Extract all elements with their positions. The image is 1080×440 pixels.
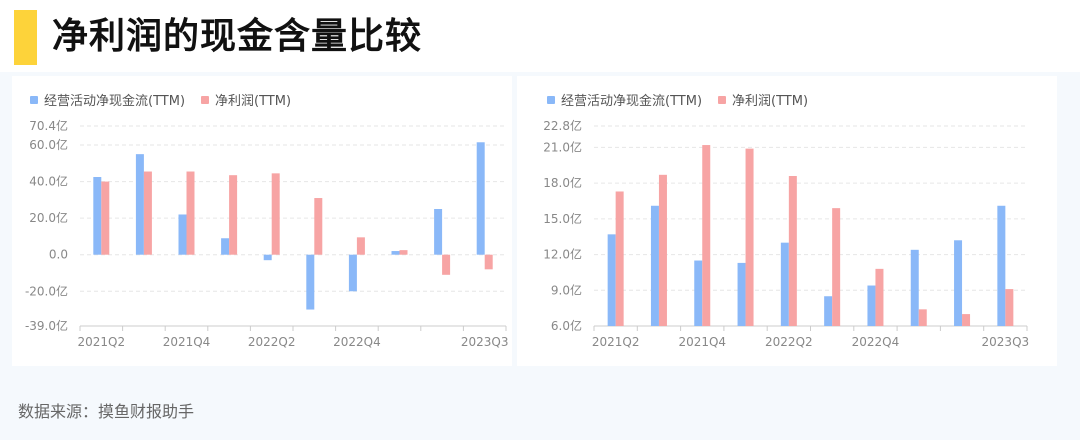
bar-cash-flow[interactable] — [263, 254, 272, 261]
bar-cash-flow[interactable] — [391, 251, 400, 255]
x-tick-label: 2021Q4 — [163, 335, 211, 349]
bar-net-profit[interactable] — [314, 198, 323, 255]
chart-panel-left: 经营活动净现金流(TTM) 净利润(TTM) 70.4亿 60.0亿 40.0亿 20… — [12, 76, 512, 366]
y-tick-label: 0.0 — [49, 248, 68, 262]
page-title: 净利润的现金含量比较 — [52, 16, 423, 57]
x-tick-label: 2022Q4 — [852, 335, 900, 349]
bar-cash-flow[interactable] — [867, 285, 876, 326]
y-tick-label: 22.8亿 — [543, 118, 582, 133]
y-tick-label: -39.0亿 — [25, 318, 68, 333]
bar-net-profit[interactable] — [442, 254, 451, 275]
legend-item-cash[interactable]: 经营活动净现金流(TTM) — [30, 90, 185, 109]
bar-net-profit[interactable] — [832, 208, 841, 326]
x-tick-label: 2022Q4 — [333, 335, 381, 349]
y-tick-label: -20.0亿 — [25, 283, 68, 298]
bar-cash-flow[interactable] — [650, 205, 659, 326]
chart-panel-right: 经营活动净现金流(TTM) 净利润(TTM) 22.8亿 21.0亿 18.0亿 15… — [517, 76, 1057, 366]
bar-cash-flow[interactable] — [780, 242, 789, 326]
bar-cash-flow[interactable] — [737, 262, 746, 326]
bar-net-profit[interactable] — [918, 309, 927, 326]
y-tick-label: 60.0亿 — [29, 137, 68, 152]
bar-cash-flow[interactable] — [178, 214, 187, 255]
legend-label-profit: 净利润(TTM) — [732, 94, 809, 109]
x-tick-label: 2023Q3 — [461, 335, 509, 349]
accent-bar — [14, 10, 37, 65]
bar-cash-flow[interactable] — [93, 177, 102, 255]
legend-label-profit: 净利润(TTM) — [215, 94, 292, 109]
bar-net-profit[interactable] — [484, 254, 493, 270]
bar-net-profit[interactable] — [356, 237, 365, 255]
legend: 经营活动净现金流(TTM) 净利润(TTM) — [30, 90, 307, 109]
x-tick-label: 2022Q2 — [248, 335, 296, 349]
bar-cash-flow[interactable] — [824, 296, 833, 326]
bar-net-profit[interactable] — [658, 174, 667, 326]
legend-swatch-cash — [30, 95, 38, 104]
y-tick-label: 12.0亿 — [543, 247, 582, 262]
y-tick-label: 18.0亿 — [543, 175, 582, 190]
bar-net-profit[interactable] — [745, 148, 754, 326]
bar-net-profit[interactable] — [271, 173, 280, 255]
bar-chart-right: 22.8亿 21.0亿 18.0亿 15.0亿 12.0亿 9.0亿 6.0亿 2021Q2 2… — [543, 118, 1030, 349]
y-tick-label: 20.0亿 — [29, 210, 68, 225]
bar-net-profit[interactable] — [615, 191, 624, 326]
legend-swatch-profit — [201, 95, 210, 104]
bar-cash-flow[interactable] — [476, 142, 485, 255]
y-tick-label: 70.4亿 — [29, 118, 68, 133]
legend-swatch-profit — [718, 95, 727, 104]
y-tick-label: 15.0亿 — [543, 211, 582, 226]
source-note: 数据来源：摸鱼财报助手 — [18, 402, 195, 421]
bar-cash-flow[interactable] — [348, 254, 357, 292]
bar-net-profit[interactable] — [186, 171, 195, 255]
bar-chart-left: 70.4亿 60.0亿 40.0亿 20.0亿 0.0 -20.0亿 -39.0亿 2021Q… — [25, 118, 509, 349]
x-tick-label: 2023Q3 — [982, 335, 1030, 349]
bar-net-profit[interactable] — [962, 314, 971, 326]
bar-cash-flow[interactable] — [306, 254, 315, 310]
x-tick-label: 2021Q4 — [678, 335, 726, 349]
legend-item-profit[interactable]: 净利润(TTM) — [201, 90, 291, 109]
x-tick-label: 2022Q2 — [765, 335, 813, 349]
bar-net-profit[interactable] — [702, 145, 711, 326]
x-tick-label: 2021Q2 — [77, 335, 125, 349]
bar-cash-flow[interactable] — [694, 260, 703, 326]
bar-net-profit[interactable] — [1005, 289, 1014, 326]
legend-item-cash[interactable]: 经营活动净现金流(TTM) — [547, 90, 702, 109]
bar-net-profit[interactable] — [788, 176, 797, 326]
bar-net-profit[interactable] — [101, 181, 110, 255]
bar-cash-flow[interactable] — [135, 154, 144, 255]
x-tick-label: 2021Q2 — [592, 335, 640, 349]
y-tick-label: 21.0亿 — [543, 139, 582, 154]
legend-swatch-cash — [547, 95, 555, 104]
legend: 经营活动净现金流(TTM) 净利润(TTM) — [547, 90, 824, 109]
legend-label-cash: 经营活动净现金流(TTM) — [44, 94, 186, 109]
header: 净利润的现金含量比较 — [0, 0, 1080, 72]
y-tick-label: 40.0亿 — [29, 174, 68, 189]
bar-cash-flow[interactable] — [607, 234, 616, 326]
y-tick-label: 9.0亿 — [551, 282, 582, 297]
bar-cash-flow[interactable] — [434, 208, 443, 255]
bar-cash-flow[interactable] — [954, 240, 963, 326]
legend-item-profit[interactable]: 净利润(TTM) — [718, 90, 808, 109]
bar-net-profit[interactable] — [229, 175, 238, 255]
bar-net-profit[interactable] — [143, 171, 152, 255]
bar-cash-flow[interactable] — [997, 205, 1006, 326]
bar-cash-flow[interactable] — [221, 238, 230, 255]
legend-label-cash: 经营活动净现金流(TTM) — [561, 94, 703, 109]
bar-net-profit[interactable] — [399, 250, 408, 255]
y-tick-label: 6.0亿 — [551, 318, 582, 333]
bar-cash-flow[interactable] — [910, 249, 919, 326]
bar-net-profit[interactable] — [875, 268, 884, 326]
